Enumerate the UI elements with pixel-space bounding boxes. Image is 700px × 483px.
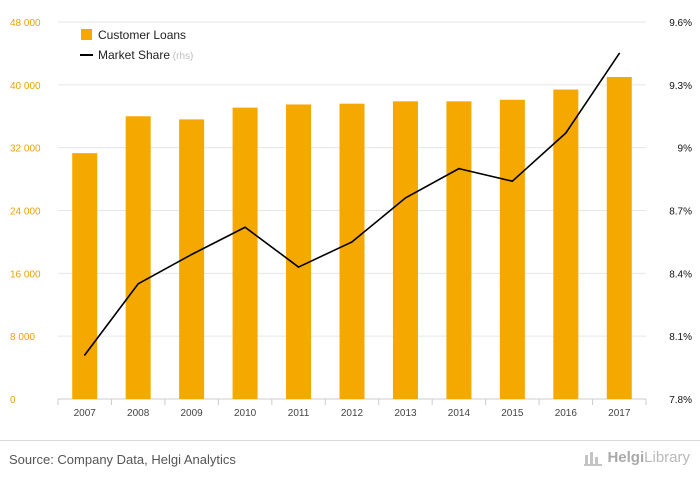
legend-rhs-note: (rhs) [170,51,193,62]
chart: 0 7.8% 8 000 8.1% 16 000 8.4% 24 000 8.7% 32 000… [10,18,693,419]
legend-label-customer-loans: Customer Loans [98,28,186,42]
market-share-point [83,354,86,356]
right-tick-label: 8.1% [669,332,692,343]
left-tick-label: 0 [10,395,16,406]
x-tick-label: 2017 [608,408,631,419]
left-tick-label: 16 000 [10,269,41,280]
x-tick-label: 2011 [288,408,310,419]
left-tick-label: 40 000 [10,81,41,92]
left-tick-label: 24 000 [10,207,41,218]
logo-text: HelgiLibrary [607,449,690,466]
bar-2011 [286,104,312,399]
right-tick-label: 9.6% [669,18,692,29]
footer-divider [0,440,700,441]
right-tick-label: 8.4% [669,269,692,280]
market-share-point [458,167,460,170]
bar-2010 [232,107,258,400]
bar-2016 [553,89,579,399]
x-tick-label: 2007 [74,408,97,419]
source-note: Source: Company Data, Helgi Analytics [9,452,236,467]
market-share-point [404,197,407,199]
market-share-point [190,253,193,256]
x-tick-label: 2009 [181,408,204,419]
right-tick-label: 8.7% [669,207,692,218]
bar-2012 [339,103,365,399]
x-tick-label: 2015 [501,408,524,419]
x-tick-label: 2013 [394,408,417,419]
market-share-point [351,241,353,243]
x-tick-label: 2008 [127,408,150,419]
left-tick-label: 32 000 [10,144,41,155]
bar-2017 [606,76,632,400]
market-share-point [511,180,514,182]
library-icon [584,450,603,466]
bar-2008 [125,116,151,399]
market-share-point [244,226,246,229]
bar-2014 [446,101,472,399]
right-tick-label: 7.8% [669,395,692,406]
right-tick-label: 9.3% [669,81,692,92]
x-tick-label: 2012 [341,408,364,419]
x-tick-label: 2010 [234,408,257,419]
market-share-point [297,266,300,268]
bar-2015 [499,99,525,399]
legend-label-market-share: Market Share (rhs) [98,48,193,62]
helgi-library-logo: HelgiLibrary [584,449,690,466]
bar-2007 [72,153,98,399]
x-tick-label: 2016 [555,408,578,419]
left-tick-label: 48 000 [10,18,41,29]
market-share-point [137,283,139,285]
market-share-point [618,52,621,55]
market-share-point [565,132,567,134]
legend-swatch-bar [81,29,92,40]
bar-2013 [392,101,418,399]
x-tick-label: 2014 [448,408,471,419]
right-tick-label: 9% [678,144,693,155]
left-tick-label: 8 000 [10,332,35,343]
